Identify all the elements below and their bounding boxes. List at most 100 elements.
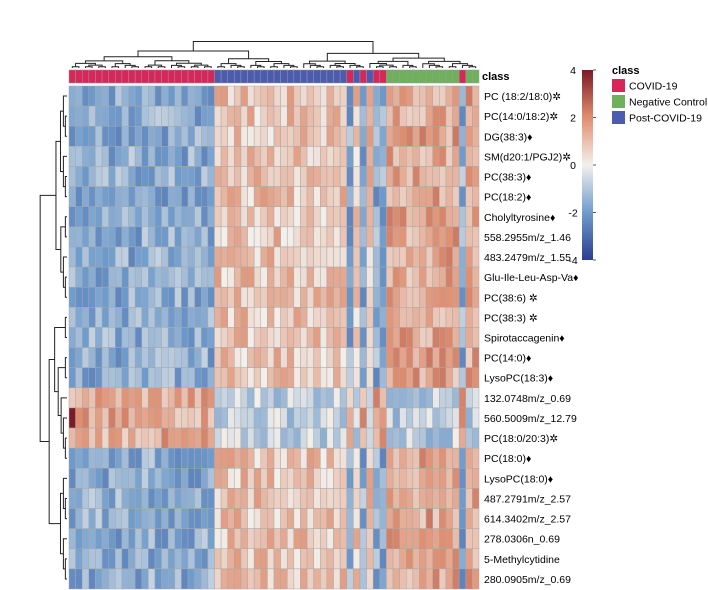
- heatmap-cell: [419, 105, 427, 127]
- heatmap-cell: [234, 387, 242, 409]
- heatmap-cell: [326, 186, 334, 207]
- heatmap-cell: [320, 327, 328, 348]
- heatmap-cell: [273, 105, 281, 127]
- heatmap-cell: [101, 367, 109, 389]
- annotation-cell: [306, 69, 314, 84]
- heatmap-cell: [306, 568, 314, 590]
- heatmap-cell: [181, 367, 189, 389]
- heatmap-cell: [419, 246, 427, 268]
- heatmap-cell: [445, 407, 453, 429]
- heatmap-cell: [234, 508, 242, 529]
- heatmap-cell: [141, 488, 149, 509]
- heatmap-cell: [293, 286, 301, 308]
- dendrogram-branch: [316, 66, 325, 68]
- heatmap-cell: [227, 528, 235, 550]
- heatmap-cell: [167, 286, 176, 308]
- heatmap-cell: [333, 226, 341, 248]
- heatmap-cell: [154, 468, 162, 489]
- heatmap-cell: [306, 146, 314, 167]
- heatmap-cell: [346, 387, 354, 409]
- heatmap-cell: [386, 266, 394, 288]
- heatmap-cell: [81, 548, 90, 570]
- heatmap-cell: [399, 206, 407, 228]
- heatmap-cell: [445, 488, 453, 509]
- heatmap-cell: [108, 407, 116, 429]
- annotation-cell: [68, 69, 76, 84]
- heatmap-cell: [333, 488, 341, 509]
- heatmap-cell: [273, 327, 281, 348]
- heatmap-cell: [313, 367, 321, 389]
- heatmap-cell: [372, 447, 381, 469]
- heatmap-cell: [339, 286, 347, 308]
- heatmap-cell: [167, 146, 176, 167]
- heatmap-cell: [187, 307, 195, 328]
- heatmap-cell: [326, 206, 334, 228]
- heatmap-cell: [88, 85, 96, 107]
- heatmap-cell: [286, 528, 295, 550]
- heatmap-cell: [247, 548, 255, 570]
- annotation-cell: [187, 69, 195, 84]
- annotation-cell: [234, 69, 242, 84]
- heatmap-cell: [247, 85, 255, 107]
- heatmap-cell: [353, 387, 361, 409]
- heatmap-cell: [472, 105, 480, 127]
- heatmap-cell: [306, 307, 314, 328]
- heatmap-cell: [227, 186, 235, 207]
- heatmap-cell: [174, 307, 182, 328]
- row-label: LysoPC(18:0)♦: [484, 473, 554, 485]
- heatmap-cell: [465, 307, 473, 328]
- heatmap-cell: [81, 468, 90, 489]
- heatmap-cell: [88, 105, 96, 127]
- heatmap-cell: [88, 186, 96, 207]
- heatmap-cell: [452, 166, 460, 187]
- heatmap-cell: [141, 307, 149, 328]
- heatmap-cell: [326, 266, 334, 288]
- heatmap-cell: [167, 327, 176, 348]
- heatmap-cell: [267, 125, 275, 147]
- heatmap-cell: [240, 266, 248, 288]
- heatmap-cell: [194, 488, 202, 509]
- heatmap-cell: [108, 286, 116, 308]
- heatmap-cell: [134, 206, 142, 228]
- heatmap-cell: [148, 186, 156, 207]
- heatmap-cell: [187, 206, 195, 228]
- heatmap-cell: [141, 246, 149, 268]
- heatmap-cell: [339, 447, 347, 469]
- heatmap-cell: [432, 347, 440, 368]
- heatmap-cell: [406, 568, 414, 590]
- heatmap-cell: [313, 186, 321, 207]
- heatmap-cell: [326, 146, 334, 167]
- heatmap-cell: [465, 568, 473, 590]
- heatmap-cell: [88, 327, 96, 348]
- heatmap-cell: [181, 186, 189, 207]
- heatmap-cell: [293, 528, 301, 550]
- heatmap-cell: [201, 468, 209, 489]
- heatmap-cell: [187, 447, 195, 469]
- heatmap-cell: [386, 246, 394, 268]
- heatmap-cell: [128, 146, 136, 167]
- heatmap-cell: [128, 468, 136, 489]
- row-label: 558.2955m/z_1.46: [484, 232, 571, 244]
- heatmap-cell: [458, 146, 467, 167]
- row-label: 132.0748m/z_0.69: [484, 393, 571, 405]
- heatmap-cell: [148, 427, 156, 449]
- heatmap-cell: [432, 508, 440, 529]
- heatmap-cell: [253, 226, 262, 248]
- heatmap-cell: [121, 508, 129, 529]
- heatmap-cell: [267, 427, 275, 449]
- heatmap-cell: [247, 286, 255, 308]
- heatmap-cell: [194, 105, 202, 127]
- heatmap-cell: [339, 468, 347, 489]
- heatmap-cell: [445, 286, 453, 308]
- heatmap-cell: [201, 307, 209, 328]
- heatmap-cell: [386, 367, 394, 389]
- heatmap-cell: [108, 447, 116, 469]
- heatmap-cell: [333, 186, 341, 207]
- row-label: PC(18:2)♦: [484, 192, 532, 204]
- heatmap-cell: [161, 407, 169, 429]
- heatmap-cell: [425, 508, 433, 529]
- row-label: 614.3402m/z_2.57: [484, 514, 571, 526]
- heatmap-cell: [286, 508, 295, 529]
- heatmap-cell: [273, 528, 281, 550]
- heatmap-cell: [432, 468, 440, 489]
